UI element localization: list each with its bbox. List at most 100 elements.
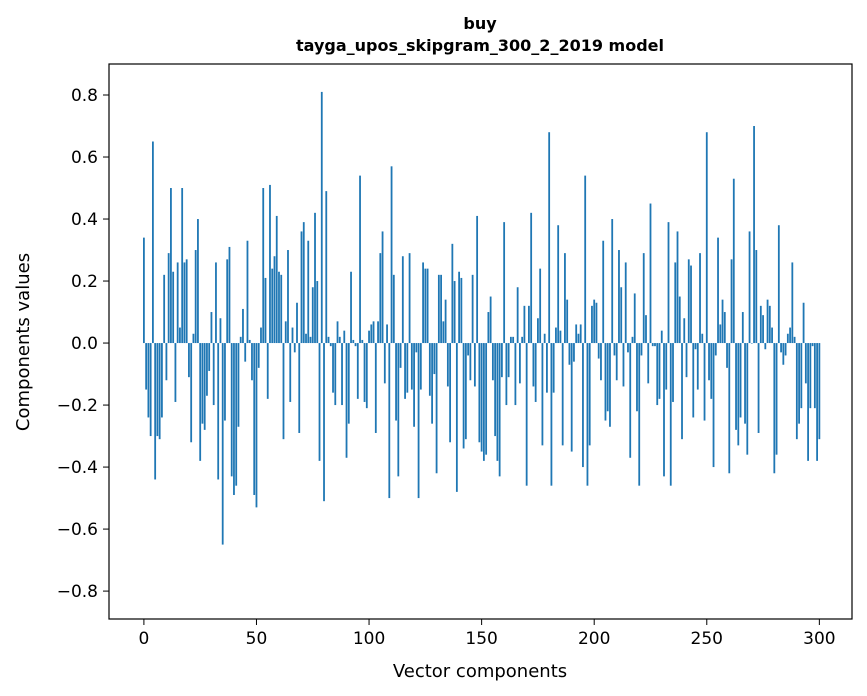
bar xyxy=(471,274,474,344)
bar xyxy=(282,343,285,440)
bar xyxy=(692,343,695,418)
bar xyxy=(246,240,249,344)
bar xyxy=(433,343,436,375)
bar xyxy=(424,268,427,344)
x-tick-label: 200 xyxy=(578,629,610,649)
bar xyxy=(701,333,704,344)
bar xyxy=(404,343,406,399)
bar xyxy=(800,343,803,409)
bar xyxy=(647,343,650,384)
bar xyxy=(145,343,148,390)
bar xyxy=(658,343,661,399)
bar xyxy=(399,343,402,368)
bar xyxy=(651,343,654,347)
bar xyxy=(676,231,679,344)
bar xyxy=(595,302,598,344)
bar xyxy=(660,330,663,344)
bar xyxy=(681,343,683,440)
bar xyxy=(215,262,217,344)
bar xyxy=(798,343,800,424)
bar xyxy=(654,343,656,347)
bar xyxy=(620,287,623,344)
bar xyxy=(588,343,591,446)
bar xyxy=(768,305,771,344)
bar xyxy=(307,240,310,344)
bar xyxy=(233,343,235,495)
bar xyxy=(811,343,814,347)
bar xyxy=(640,343,643,356)
bar xyxy=(609,343,611,427)
bar xyxy=(744,343,746,424)
bar xyxy=(181,188,184,344)
bar xyxy=(584,175,587,344)
bar xyxy=(613,343,616,356)
bar xyxy=(667,222,670,344)
bar xyxy=(347,343,350,424)
bar xyxy=(505,343,508,406)
bar xyxy=(782,343,785,365)
bar xyxy=(296,302,298,344)
bar xyxy=(809,343,812,409)
bar xyxy=(152,141,154,344)
bar xyxy=(543,333,546,344)
bar xyxy=(379,253,382,344)
bar xyxy=(179,327,181,344)
bar xyxy=(163,274,166,344)
bar xyxy=(793,336,796,344)
bar xyxy=(426,268,429,344)
bar xyxy=(690,265,692,344)
bar xyxy=(361,339,364,344)
bar xyxy=(469,343,472,381)
bar xyxy=(345,343,348,458)
bar xyxy=(780,343,782,353)
bar xyxy=(167,253,170,344)
bar xyxy=(528,305,530,344)
bar xyxy=(762,315,764,344)
bar xyxy=(723,312,726,344)
bar xyxy=(377,321,379,344)
bar xyxy=(550,343,553,486)
bar xyxy=(460,277,463,344)
bar xyxy=(210,312,213,344)
bar xyxy=(401,256,404,344)
bar xyxy=(730,259,733,344)
bar xyxy=(496,343,499,461)
x-tick-label: 150 xyxy=(465,629,497,649)
bar xyxy=(395,343,397,421)
bar xyxy=(365,343,368,409)
x-tick-label: 300 xyxy=(803,629,835,649)
bar xyxy=(458,271,461,344)
x-tick-label: 100 xyxy=(353,629,385,649)
bar xyxy=(498,343,501,477)
bar xyxy=(728,343,731,474)
bar xyxy=(777,225,780,344)
bar xyxy=(197,219,199,344)
bar xyxy=(329,343,332,347)
bar xyxy=(170,188,172,344)
bar xyxy=(341,343,343,406)
bar xyxy=(253,343,256,495)
bar xyxy=(194,250,197,344)
bar xyxy=(568,343,571,365)
bar xyxy=(633,293,636,344)
bar xyxy=(287,250,289,344)
bar xyxy=(327,336,330,344)
bar xyxy=(629,343,632,458)
bar xyxy=(710,343,713,399)
bar xyxy=(435,343,438,474)
bar xyxy=(305,333,307,344)
bar xyxy=(392,274,395,344)
bar xyxy=(674,262,677,344)
bar xyxy=(203,343,206,430)
bar xyxy=(732,178,735,344)
bar xyxy=(642,253,645,344)
x-tick-label: 0 xyxy=(138,629,149,649)
bar xyxy=(719,324,722,344)
y-tick-label: −0.8 xyxy=(57,582,98,602)
bar xyxy=(390,166,393,344)
bar xyxy=(615,343,618,381)
bar xyxy=(318,343,321,461)
bar xyxy=(255,343,258,508)
bar xyxy=(489,296,492,344)
